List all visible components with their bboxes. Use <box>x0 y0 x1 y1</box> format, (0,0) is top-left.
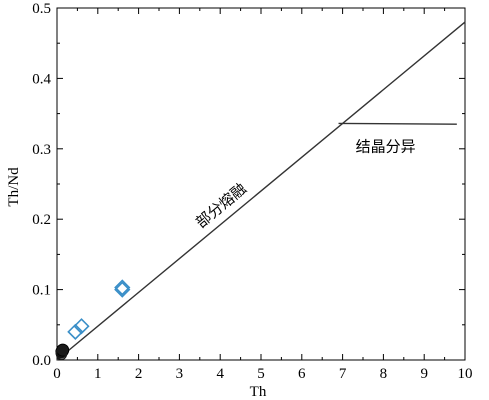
partial-melting-line <box>56 21 466 361</box>
diamond-marker <box>114 281 131 298</box>
trend-lines <box>56 21 466 361</box>
y-tick-label: 0.0 <box>32 353 51 369</box>
y-tick-label: 0.4 <box>32 71 51 87</box>
fractional-crystallization-label: 结晶分异 <box>356 137 416 155</box>
x-tick-label: 7 <box>339 366 347 382</box>
x-tick-label: 3 <box>176 366 184 382</box>
diamond-marker <box>114 279 131 296</box>
data-markers <box>55 279 131 360</box>
y-tick-label: 0.1 <box>32 283 51 299</box>
plot-frame <box>56 7 466 361</box>
diamond-marker <box>73 318 90 335</box>
fractional-crystallization-line <box>338 122 457 125</box>
y-axis-ticks: 0.0 0.1 0.2 0.3 0.4 0.5 <box>32 1 465 369</box>
x-tick-label: 0 <box>53 366 61 382</box>
open-circle-marker <box>55 348 68 360</box>
x-tick-label: 10 <box>458 366 473 382</box>
x-tick-label: 5 <box>257 366 265 382</box>
x-axis-ticks: 0 1 2 3 4 5 6 7 8 9 10 <box>53 8 473 382</box>
x-tick-label: 6 <box>298 366 306 382</box>
x-tick-label: 9 <box>420 366 428 382</box>
y-axis-title: Th/Nd <box>6 167 22 207</box>
x-tick-label: 8 <box>380 366 388 382</box>
x-axis-title: Th <box>250 384 267 400</box>
y-tick-label: 0.3 <box>32 142 51 158</box>
diamond-marker <box>67 323 84 340</box>
x-tick-label: 4 <box>216 366 224 382</box>
x-tick-label: 1 <box>94 366 102 382</box>
y-tick-label: 0.5 <box>32 1 51 17</box>
y-tick-label: 0.2 <box>32 212 51 228</box>
x-tick-label: 2 <box>135 366 143 382</box>
